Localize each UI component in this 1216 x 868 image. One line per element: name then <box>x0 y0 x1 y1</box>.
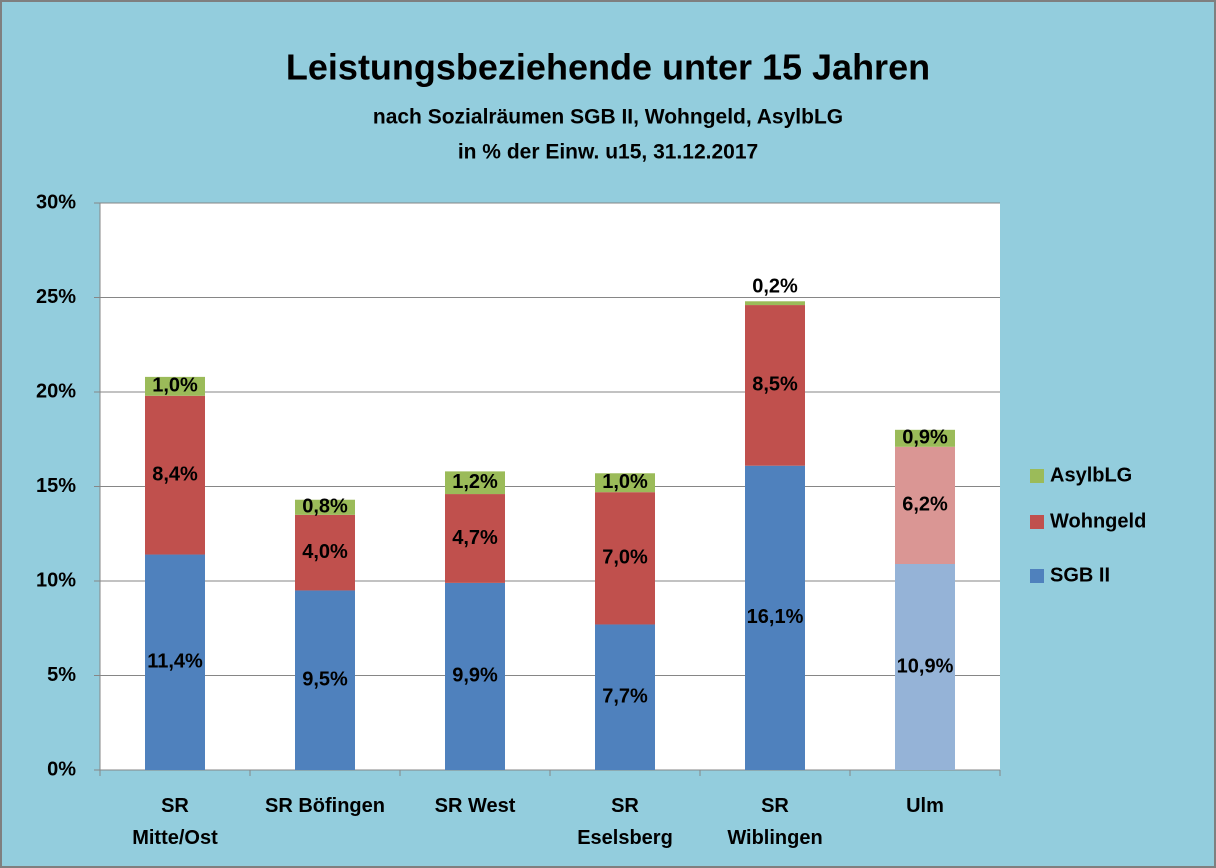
bar-segment <box>595 624 655 770</box>
bar-segment <box>295 590 355 770</box>
x-tick-label: SR Mitte/Ost <box>132 795 218 849</box>
legend-label: AsylbLG <box>1050 464 1132 486</box>
bar-segment <box>145 376 205 396</box>
bar-segment <box>445 582 505 770</box>
bar-segment <box>895 563 955 770</box>
data-label: 0,9% <box>902 427 948 449</box>
bar-segment <box>895 446 955 564</box>
legend-swatch <box>1030 515 1044 529</box>
y-tick-label: 30% <box>36 191 76 213</box>
bar-segment <box>745 301 805 306</box>
x-tick-label: SR Eselsberg <box>577 795 673 849</box>
data-label: 4,0% <box>302 541 348 563</box>
bar-segment <box>445 494 505 583</box>
bar-segment <box>295 499 355 515</box>
data-label: 16,1% <box>747 606 804 628</box>
y-tick-label: 25% <box>36 286 76 308</box>
data-label: 8,5% <box>752 374 798 396</box>
x-tick-label: SR Böfingen <box>265 795 385 817</box>
x-tick-label: Ulm <box>906 795 944 817</box>
bar-segment <box>145 395 205 555</box>
data-label: 0,8% <box>302 496 348 518</box>
y-tick-label: 5% <box>47 664 76 686</box>
y-tick-label: 0% <box>47 758 76 780</box>
bar-segment <box>895 429 955 447</box>
bar-segment <box>595 473 655 493</box>
data-label: 6,2% <box>902 494 948 516</box>
bar-segment <box>745 305 805 466</box>
bar-segment <box>145 554 205 770</box>
data-label: 10,9% <box>897 655 954 677</box>
chart-title: Leistungsbeziehende unter 15 Jahren <box>286 47 930 88</box>
legend-swatch <box>1030 469 1044 483</box>
data-label: 7,0% <box>602 547 648 569</box>
data-label: 1,0% <box>152 375 198 397</box>
bar-segment <box>295 514 355 591</box>
data-label: 1,2% <box>452 471 498 493</box>
y-tick-label: 15% <box>36 475 76 497</box>
bar-segment <box>745 465 805 770</box>
data-label: 4,7% <box>452 527 498 549</box>
legend-swatch <box>1030 569 1044 583</box>
data-label: 0,2% <box>752 276 798 298</box>
data-label: 1,0% <box>602 471 648 493</box>
y-tick-label: 20% <box>36 380 76 402</box>
data-label: 7,7% <box>602 686 648 708</box>
data-label: 9,9% <box>452 665 498 687</box>
data-label: 8,4% <box>152 463 198 485</box>
legend-label: Wohngeld <box>1050 510 1146 532</box>
bar-segment <box>595 492 655 625</box>
data-label: 11,4% <box>147 651 203 673</box>
data-label: 9,5% <box>302 669 348 691</box>
x-tick-label: SR Wiblingen <box>727 795 823 849</box>
legend-label: SGB II <box>1050 564 1110 586</box>
chart-subtitle: in % der Einw. u15, 31.12.2017 <box>458 141 758 164</box>
y-tick-label: 10% <box>36 569 76 591</box>
chart-subtitle: nach Sozialräumen SGB II, Wohngeld, Asyl… <box>373 106 843 129</box>
bar-segment <box>445 471 505 495</box>
x-tick-label: SR West <box>434 795 516 817</box>
